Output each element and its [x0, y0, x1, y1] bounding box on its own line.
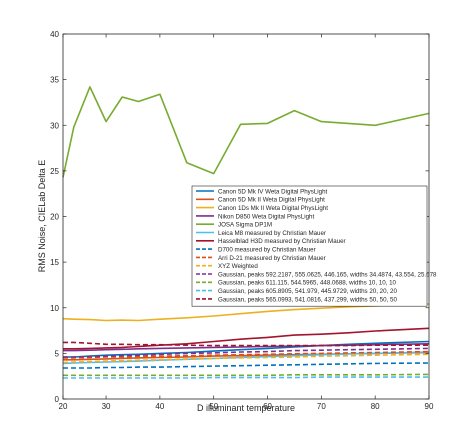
x-tick-label-6: 80	[371, 402, 380, 411]
series-line-13	[63, 341, 429, 347]
y-tick-label-7: 35	[50, 76, 59, 85]
legend-entry-3: Nikon D850 Weta Digital PhysLight	[218, 213, 314, 220]
x-tick-label-4: 60	[263, 402, 272, 411]
legend-entry-9: XYZ Weighted	[218, 263, 258, 270]
legend-entry-7: D700 measured by Christian Mauer	[218, 247, 316, 254]
series-line-6	[63, 327, 430, 350]
legend-box	[191, 185, 428, 307]
series-line-9	[62, 353, 430, 364]
legend-entry-12: Gaussian, peaks 605.8905, 541.979, 445.9…	[218, 288, 397, 295]
series-layer	[62, 86, 430, 379]
legend: Canon 5D Mk IV Weta Digital PhysLight Can…	[191, 185, 437, 307]
y-tick-label-4: 20	[50, 213, 59, 222]
x-tick-label-7: 90	[425, 402, 434, 411]
legend-entry-11: Gaussian, peaks 611.115, 544.5965, 448.0…	[218, 280, 397, 287]
y-tick-label-1: 5	[55, 349, 60, 358]
x-axis-label: D illuminant temperature	[197, 403, 295, 413]
legend-entry-5: Leica M8 measured by Christian Mauer	[218, 230, 326, 237]
y-tick-label-3: 15	[50, 258, 59, 267]
y-tick-label-2: 10	[50, 304, 59, 313]
y-tick-label-0: 0	[55, 395, 60, 404]
x-tick-label-2: 40	[155, 402, 164, 411]
legend-entry-2: Canon 1Ds Mk II Weta Digital PhysLight	[218, 205, 328, 212]
legend-entry-6: Hasselblad H3D measured by Christian Mau…	[218, 238, 346, 245]
y-axis-label: RMS Noise, CIELab Delta E	[37, 160, 47, 273]
y-tick-label-8: 40	[50, 30, 59, 39]
series-line-12	[63, 376, 429, 379]
series-line-4	[62, 86, 430, 178]
legend-entry-0: Canon 5D Mk IV Weta Digital PhysLight	[218, 188, 328, 195]
series-line-11	[63, 373, 430, 377]
series-line-8	[63, 350, 430, 359]
x-tick-label-1: 30	[102, 402, 111, 411]
legend-entry-13: Gaussian, peaks 565.0993, 541.0816, 437.…	[218, 296, 397, 303]
legend-entry-1: Canon 5D Mk II Weta Digital PhysLight	[218, 197, 325, 204]
ticks-layer: 20 30 40 50 60 70 80 90 0 5 10 15 20 25 30 35 40	[50, 30, 434, 411]
series-line-7	[63, 362, 430, 369]
y-tick-label-5: 25	[50, 167, 59, 176]
series-line-10	[63, 347, 430, 358]
x-tick-label-0: 20	[59, 402, 68, 411]
series-line-2	[62, 303, 430, 322]
legend-entry-4: JOSA Sigma DP1M	[218, 222, 272, 229]
x-tick-label-5: 70	[317, 402, 326, 411]
series-line-3	[63, 343, 430, 352]
legend-entry-8: Arri D-21 measured by Christian Mauer	[218, 255, 326, 262]
y-tick-label-6: 30	[50, 121, 59, 130]
x-tick-label-3: 50	[209, 402, 218, 411]
series-line-5	[62, 351, 430, 365]
legend-entry-10: Gaussian, peaks 592.2187, 555.0625, 446.…	[218, 271, 437, 278]
